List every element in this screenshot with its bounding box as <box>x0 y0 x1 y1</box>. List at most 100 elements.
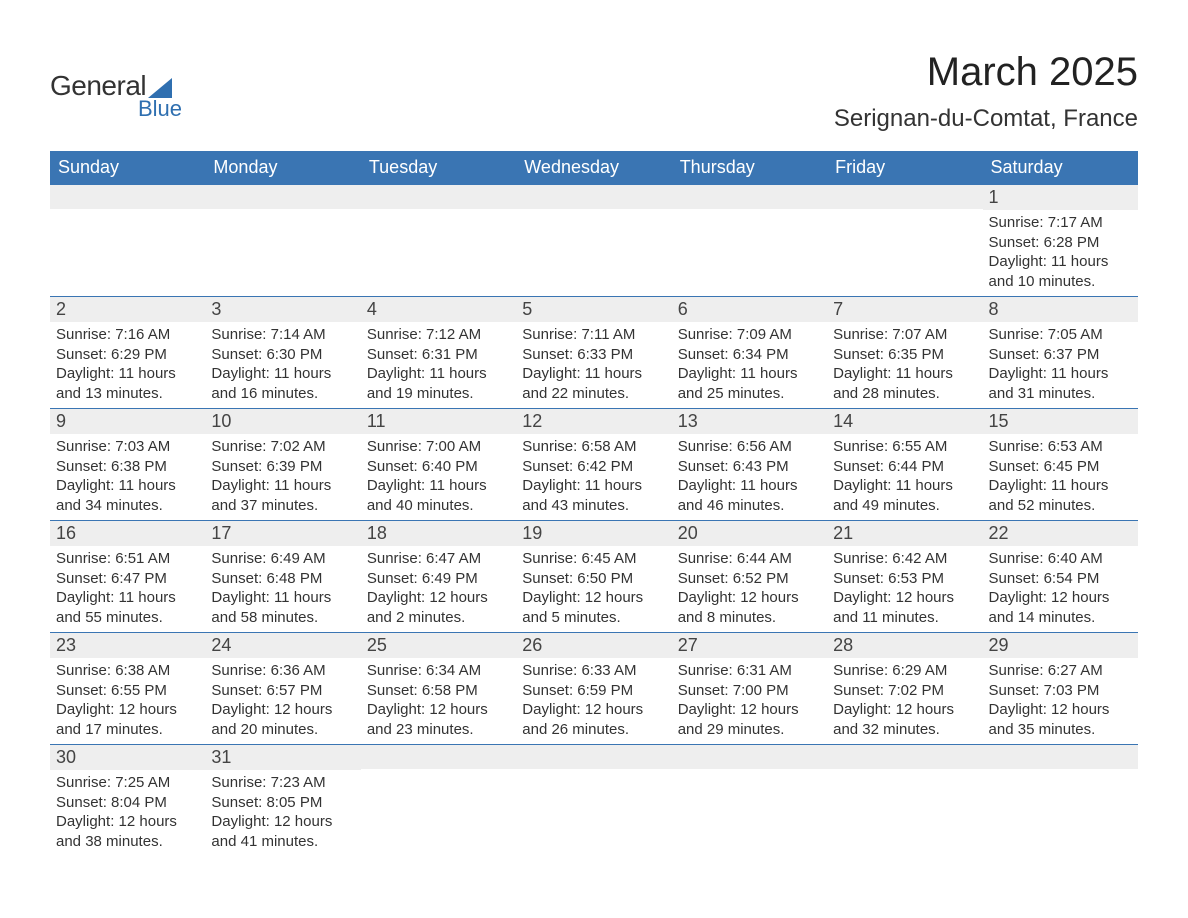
weekday-header: Sunday <box>50 151 205 185</box>
day-details: Sunrise: 7:09 AMSunset: 6:34 PMDaylight:… <box>672 322 827 408</box>
calendar-cell: 16Sunrise: 6:51 AMSunset: 6:47 PMDayligh… <box>50 521 205 633</box>
sunrise-line: Sunrise: 7:09 AM <box>678 325 821 345</box>
calendar-cell <box>516 745 671 857</box>
day-number: 13 <box>672 409 827 434</box>
calendar-cell: 22Sunrise: 6:40 AMSunset: 6:54 PMDayligh… <box>983 521 1138 633</box>
day-number: 27 <box>672 633 827 658</box>
daylight-line: Daylight: 12 hours and 5 minutes. <box>522 588 665 627</box>
weekday-header: Friday <box>827 151 982 185</box>
day-details: Sunrise: 7:23 AMSunset: 8:05 PMDaylight:… <box>205 770 360 856</box>
location: Serignan-du-Comtat, France <box>834 105 1138 133</box>
daylight-line: Daylight: 11 hours and 37 minutes. <box>211 476 354 515</box>
sunrise-line: Sunrise: 6:51 AM <box>56 549 199 569</box>
day-details: Sunrise: 6:56 AMSunset: 6:43 PMDaylight:… <box>672 434 827 520</box>
day-number: 18 <box>361 521 516 546</box>
logo-text-general: General <box>50 70 146 102</box>
sunset-line: Sunset: 6:52 PM <box>678 569 821 589</box>
daylight-line: Daylight: 11 hours and 55 minutes. <box>56 588 199 627</box>
sunset-line: Sunset: 6:28 PM <box>989 233 1132 253</box>
empty-day-bar <box>205 185 360 209</box>
sunrise-line: Sunrise: 6:40 AM <box>989 549 1132 569</box>
daylight-line: Daylight: 11 hours and 31 minutes. <box>989 364 1132 403</box>
sunset-line: Sunset: 6:50 PM <box>522 569 665 589</box>
day-details: Sunrise: 7:05 AMSunset: 6:37 PMDaylight:… <box>983 322 1138 408</box>
calendar-cell: 7Sunrise: 7:07 AMSunset: 6:35 PMDaylight… <box>827 297 982 409</box>
daylight-line: Daylight: 11 hours and 40 minutes. <box>367 476 510 515</box>
sunset-line: Sunset: 7:00 PM <box>678 681 821 701</box>
sunset-line: Sunset: 8:05 PM <box>211 793 354 813</box>
day-details: Sunrise: 6:45 AMSunset: 6:50 PMDaylight:… <box>516 546 671 632</box>
sunrise-line: Sunrise: 6:45 AM <box>522 549 665 569</box>
empty-day-bar <box>516 745 671 769</box>
calendar-row: 2Sunrise: 7:16 AMSunset: 6:29 PMDaylight… <box>50 297 1138 409</box>
weekday-header: Monday <box>205 151 360 185</box>
day-number: 1 <box>983 185 1138 210</box>
daylight-line: Daylight: 11 hours and 19 minutes. <box>367 364 510 403</box>
sunrise-line: Sunrise: 7:16 AM <box>56 325 199 345</box>
day-number: 11 <box>361 409 516 434</box>
sunset-line: Sunset: 6:57 PM <box>211 681 354 701</box>
daylight-line: Daylight: 11 hours and 16 minutes. <box>211 364 354 403</box>
daylight-line: Daylight: 11 hours and 10 minutes. <box>989 252 1132 291</box>
calendar-cell: 26Sunrise: 6:33 AMSunset: 6:59 PMDayligh… <box>516 633 671 745</box>
calendar-cell: 4Sunrise: 7:12 AMSunset: 6:31 PMDaylight… <box>361 297 516 409</box>
day-details: Sunrise: 7:07 AMSunset: 6:35 PMDaylight:… <box>827 322 982 408</box>
day-number: 12 <box>516 409 671 434</box>
day-details: Sunrise: 7:02 AMSunset: 6:39 PMDaylight:… <box>205 434 360 520</box>
calendar-cell: 17Sunrise: 6:49 AMSunset: 6:48 PMDayligh… <box>205 521 360 633</box>
empty-day-body <box>516 769 671 839</box>
day-number: 16 <box>50 521 205 546</box>
sunrise-line: Sunrise: 7:02 AM <box>211 437 354 457</box>
day-details: Sunrise: 6:40 AMSunset: 6:54 PMDaylight:… <box>983 546 1138 632</box>
day-number: 26 <box>516 633 671 658</box>
day-details: Sunrise: 6:27 AMSunset: 7:03 PMDaylight:… <box>983 658 1138 744</box>
sunrise-line: Sunrise: 7:23 AM <box>211 773 354 793</box>
sunset-line: Sunset: 6:42 PM <box>522 457 665 477</box>
day-number: 24 <box>205 633 360 658</box>
sunrise-line: Sunrise: 6:42 AM <box>833 549 976 569</box>
calendar-cell <box>983 745 1138 857</box>
daylight-line: Daylight: 12 hours and 20 minutes. <box>211 700 354 739</box>
sunset-line: Sunset: 6:38 PM <box>56 457 199 477</box>
daylight-line: Daylight: 12 hours and 38 minutes. <box>56 812 199 851</box>
daylight-line: Daylight: 12 hours and 17 minutes. <box>56 700 199 739</box>
calendar-cell <box>516 185 671 297</box>
sunrise-line: Sunrise: 6:29 AM <box>833 661 976 681</box>
calendar-row: 1Sunrise: 7:17 AMSunset: 6:28 PMDaylight… <box>50 185 1138 297</box>
month-title: March 2025 <box>834 50 1138 95</box>
day-details: Sunrise: 7:25 AMSunset: 8:04 PMDaylight:… <box>50 770 205 856</box>
sunrise-line: Sunrise: 6:53 AM <box>989 437 1132 457</box>
day-details: Sunrise: 6:38 AMSunset: 6:55 PMDaylight:… <box>50 658 205 744</box>
empty-day-bar <box>672 745 827 769</box>
empty-day-body <box>361 769 516 839</box>
daylight-line: Daylight: 11 hours and 25 minutes. <box>678 364 821 403</box>
empty-day-bar <box>361 745 516 769</box>
sunrise-line: Sunrise: 6:33 AM <box>522 661 665 681</box>
daylight-line: Daylight: 12 hours and 29 minutes. <box>678 700 821 739</box>
daylight-line: Daylight: 11 hours and 22 minutes. <box>522 364 665 403</box>
sunrise-line: Sunrise: 6:38 AM <box>56 661 199 681</box>
calendar-cell: 13Sunrise: 6:56 AMSunset: 6:43 PMDayligh… <box>672 409 827 521</box>
sunrise-line: Sunrise: 7:07 AM <box>833 325 976 345</box>
day-details: Sunrise: 7:17 AMSunset: 6:28 PMDaylight:… <box>983 210 1138 296</box>
day-number: 28 <box>827 633 982 658</box>
empty-day-bar <box>672 185 827 209</box>
empty-day-body <box>672 769 827 839</box>
day-details: Sunrise: 6:33 AMSunset: 6:59 PMDaylight:… <box>516 658 671 744</box>
empty-day-bar <box>983 745 1138 769</box>
calendar-cell: 15Sunrise: 6:53 AMSunset: 6:45 PMDayligh… <box>983 409 1138 521</box>
day-details: Sunrise: 7:14 AMSunset: 6:30 PMDaylight:… <box>205 322 360 408</box>
day-number: 17 <box>205 521 360 546</box>
daylight-line: Daylight: 11 hours and 34 minutes. <box>56 476 199 515</box>
header: General Blue March 2025 Serignan-du-Comt… <box>50 50 1138 133</box>
calendar-cell <box>361 185 516 297</box>
calendar-cell: 12Sunrise: 6:58 AMSunset: 6:42 PMDayligh… <box>516 409 671 521</box>
empty-day-body <box>827 209 982 279</box>
sunrise-line: Sunrise: 7:17 AM <box>989 213 1132 233</box>
sunset-line: Sunset: 6:30 PM <box>211 345 354 365</box>
sunrise-line: Sunrise: 7:14 AM <box>211 325 354 345</box>
title-block: March 2025 Serignan-du-Comtat, France <box>834 50 1138 133</box>
empty-day-body <box>205 209 360 279</box>
empty-day-body <box>361 209 516 279</box>
weekday-header: Saturday <box>983 151 1138 185</box>
